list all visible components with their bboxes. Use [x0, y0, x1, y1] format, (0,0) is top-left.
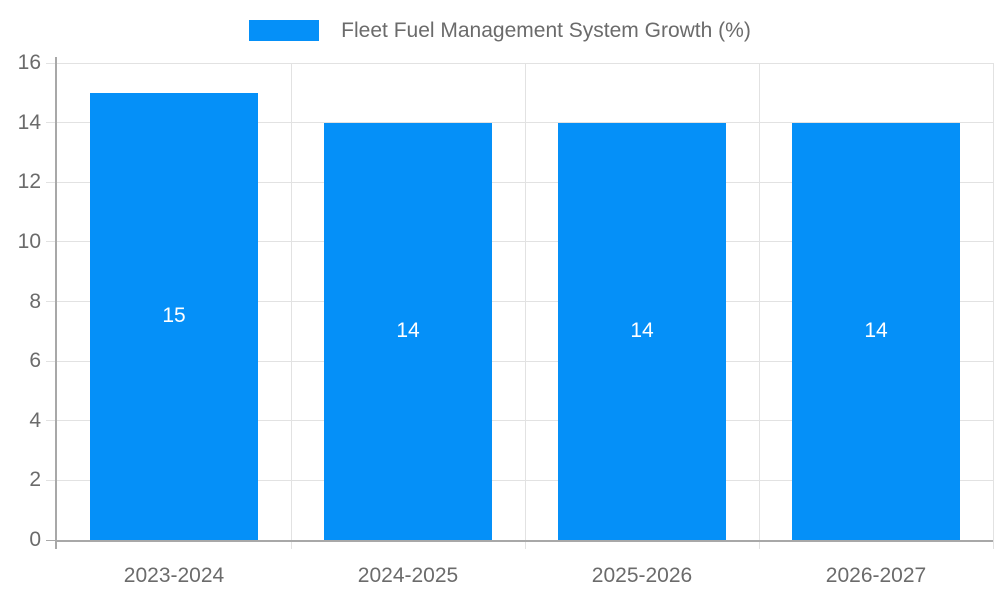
bar-value-label: 15 — [162, 304, 186, 328]
bar-value-label: 14 — [864, 319, 888, 343]
y-axis-tick — [46, 539, 55, 541]
x-gridline — [290, 63, 292, 540]
y-axis-tick — [46, 420, 55, 422]
x-axis-tick — [992, 540, 994, 549]
x-gridline — [992, 63, 994, 540]
y-axis-tick — [46, 360, 55, 362]
x-gridline — [758, 63, 760, 540]
y-tick-label: 0 — [29, 528, 41, 551]
y-tick-label: 8 — [29, 289, 41, 313]
y-tick-label: 6 — [29, 349, 41, 373]
y-axis-tick — [46, 301, 55, 302]
x-tick-label: 2026-2027 — [825, 564, 927, 587]
y-tick-label: 4 — [29, 408, 41, 432]
bar-value-label: 14 — [396, 319, 420, 343]
x-axis-tick — [758, 540, 760, 549]
x-axis-tick — [290, 540, 292, 549]
y-axis-tick — [46, 241, 55, 243]
y-tick-label: 16 — [17, 51, 41, 74]
y-axis-tick — [46, 479, 55, 481]
y-axis-tick — [46, 122, 55, 124]
bar[interactable]: 14 — [324, 122, 492, 540]
plot-area: 0 2 4 6 8 10 12 14 16 15 2023-2024 14 2024-2025 14 202… — [18, 51, 994, 587]
y-tick-label: 10 — [17, 229, 41, 253]
legend-label: Fleet Fuel Management System Growth (%) — [341, 19, 751, 42]
bar[interactable]: 15 — [90, 92, 258, 540]
y-tick-label: 14 — [17, 110, 41, 134]
bar-value-label: 14 — [630, 319, 654, 343]
x-axis-tick — [524, 540, 526, 549]
y-tick-label: 2 — [29, 468, 41, 492]
y-axis-tick — [46, 62, 55, 64]
bar[interactable]: 14 — [558, 122, 726, 540]
x-gridline — [524, 63, 526, 540]
y-tick-label: 12 — [17, 170, 41, 194]
bar[interactable]: 14 — [792, 122, 960, 540]
x-tick-label: 2024-2025 — [357, 564, 459, 587]
x-tick-label: 2025-2026 — [591, 564, 693, 587]
y-axis-tick — [46, 181, 55, 183]
legend[interactable]: Fleet Fuel Management System Growth (%) — [0, 19, 1000, 42]
x-axis-line — [55, 540, 993, 542]
x-tick-label: 2023-2024 — [123, 564, 225, 587]
y-axis-line — [55, 57, 57, 549]
legend-swatch — [249, 20, 320, 41]
